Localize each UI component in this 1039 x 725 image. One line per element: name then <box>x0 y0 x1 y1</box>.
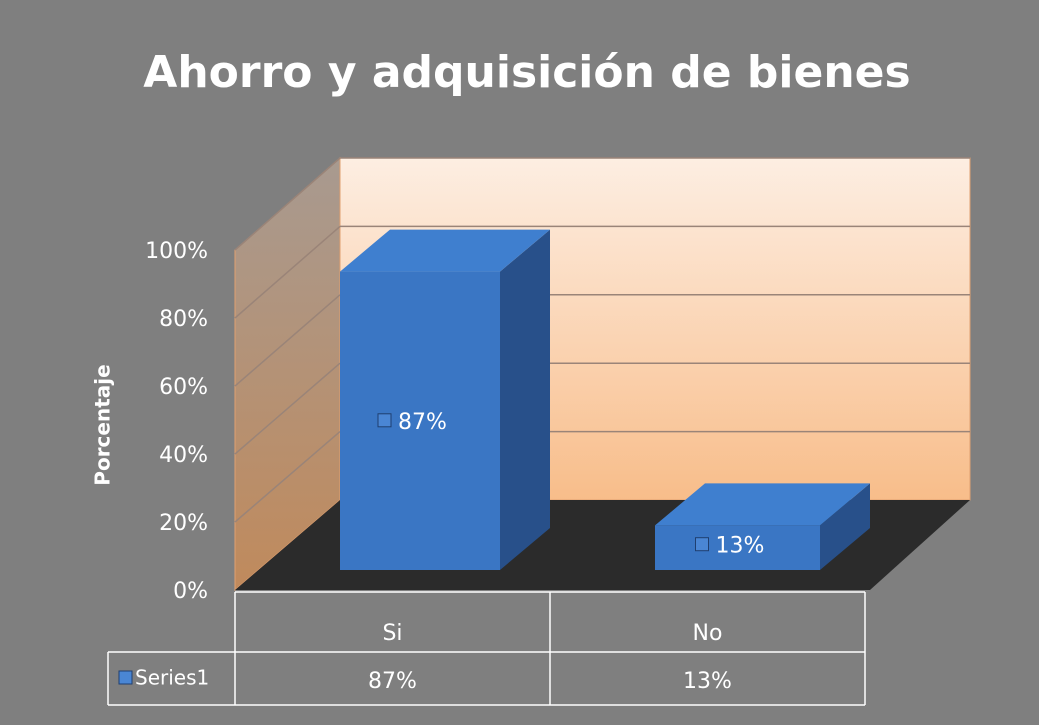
label-marker <box>377 413 392 428</box>
bar <box>655 525 820 570</box>
y-tick-label: 0% <box>173 579 208 604</box>
bar-top <box>340 229 550 272</box>
grid-line <box>234 362 341 455</box>
legend-label: Series1 <box>135 666 209 690</box>
table-value: 87% <box>368 669 417 694</box>
grid-line <box>234 225 341 319</box>
y-axis-label: Porcentaje <box>91 364 115 485</box>
y-tick-label: 100% <box>145 239 208 264</box>
bar-side <box>500 229 550 570</box>
y-tick-label: 20% <box>159 511 208 536</box>
grid-line <box>234 157 341 251</box>
x-tick-label: No <box>693 621 723 646</box>
bar-side <box>820 483 870 570</box>
legend-marker <box>118 670 133 685</box>
table-value: 13% <box>683 669 732 694</box>
y-tick-label: 60% <box>159 375 208 400</box>
bar-top <box>655 483 870 526</box>
grid-line <box>234 294 341 387</box>
chart-title: Ahorro y adquisición de bienes <box>143 47 910 98</box>
y-tick-label: 40% <box>159 443 208 468</box>
data-label: 87% <box>398 410 447 435</box>
data-table: Si 87% No 13% Series1 <box>107 591 866 706</box>
grid-line <box>234 431 341 523</box>
bars: 87% 13% <box>340 229 870 570</box>
label-marker <box>695 537 709 552</box>
data-label: 13% <box>716 534 765 559</box>
x-tick-label: Si <box>382 621 402 646</box>
y-tick-label: 80% <box>159 307 208 332</box>
bar <box>340 271 500 570</box>
